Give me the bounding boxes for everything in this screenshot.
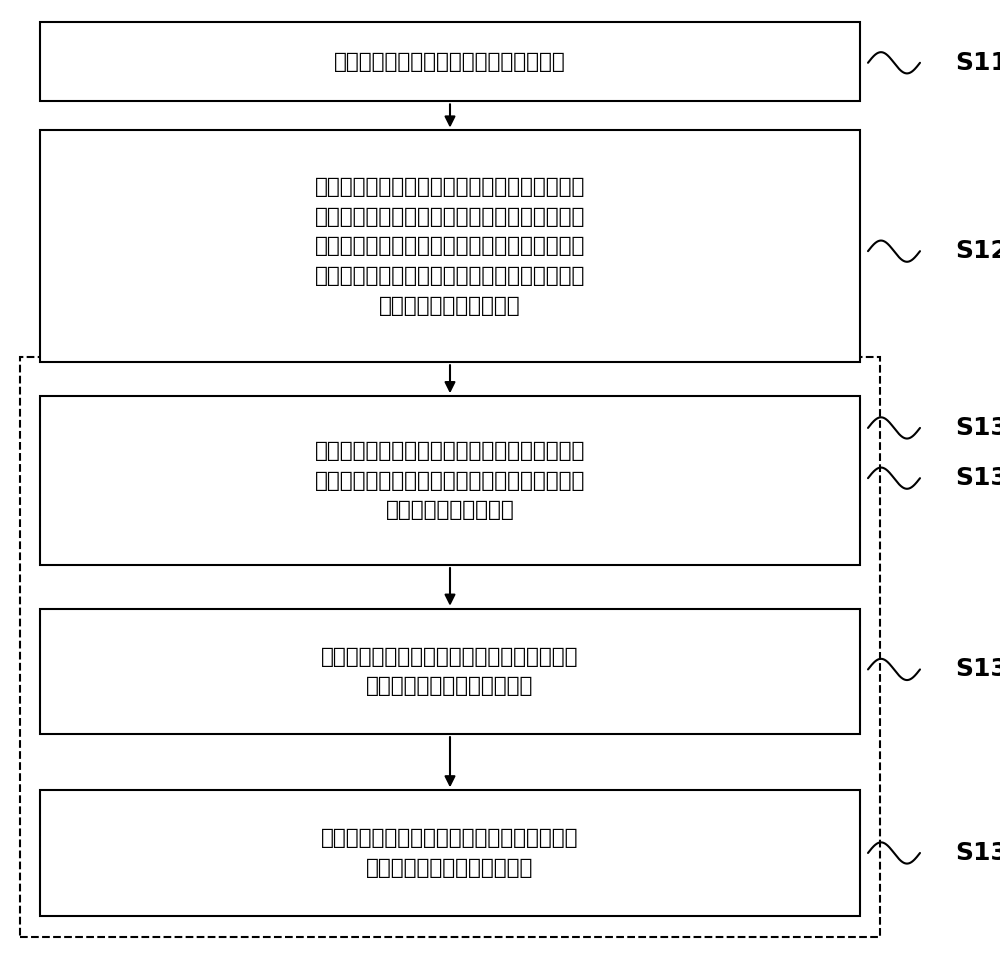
Text: 在文字区域占用参考区域的比值大于第二阈值
时，对图像数据忽略镜像处理: 在文字区域占用参考区域的比值大于第二阈值 时，对图像数据忽略镜像处理 xyxy=(321,828,579,878)
Text: S133: S133 xyxy=(955,841,1000,865)
Text: S110: S110 xyxy=(955,51,1000,74)
Text: 通过终端设备的前置摄像头获取图像数据: 通过终端设备的前置摄像头获取图像数据 xyxy=(334,52,566,71)
Text: S131: S131 xyxy=(955,467,1000,490)
Text: 在人脸区域占用参考区域的比值大于第一阈值
时，对图像数据进行镜像处理: 在人脸区域占用参考区域的比值大于第一阈值 时，对图像数据进行镜像处理 xyxy=(321,646,579,696)
Text: S130: S130 xyxy=(955,416,1000,440)
FancyBboxPatch shape xyxy=(40,130,860,362)
Text: 检测出图像数据中的特征信息，获取包括该特征
信息的检测结果，该特征信息包括人脸信息和文
字信息；其中，人脸信息包括人脸区域的位置和
大小，文字信息包括文字区域的: 检测出图像数据中的特征信息，获取包括该特征 信息的检测结果，该特征信息包括人脸信… xyxy=(315,177,585,316)
FancyBboxPatch shape xyxy=(40,396,860,565)
Text: S120: S120 xyxy=(955,240,1000,263)
FancyBboxPatch shape xyxy=(40,22,860,101)
FancyBboxPatch shape xyxy=(40,609,860,734)
FancyBboxPatch shape xyxy=(40,790,860,916)
Text: S132: S132 xyxy=(955,658,1000,681)
Text: 根据人脸区域的位置和大小，以及文字区域的位
置和大小，确定人脸区域和文字区域与参考区域
的位置关系和比例关系: 根据人脸区域的位置和大小，以及文字区域的位 置和大小，确定人脸区域和文字区域与参… xyxy=(315,441,585,520)
